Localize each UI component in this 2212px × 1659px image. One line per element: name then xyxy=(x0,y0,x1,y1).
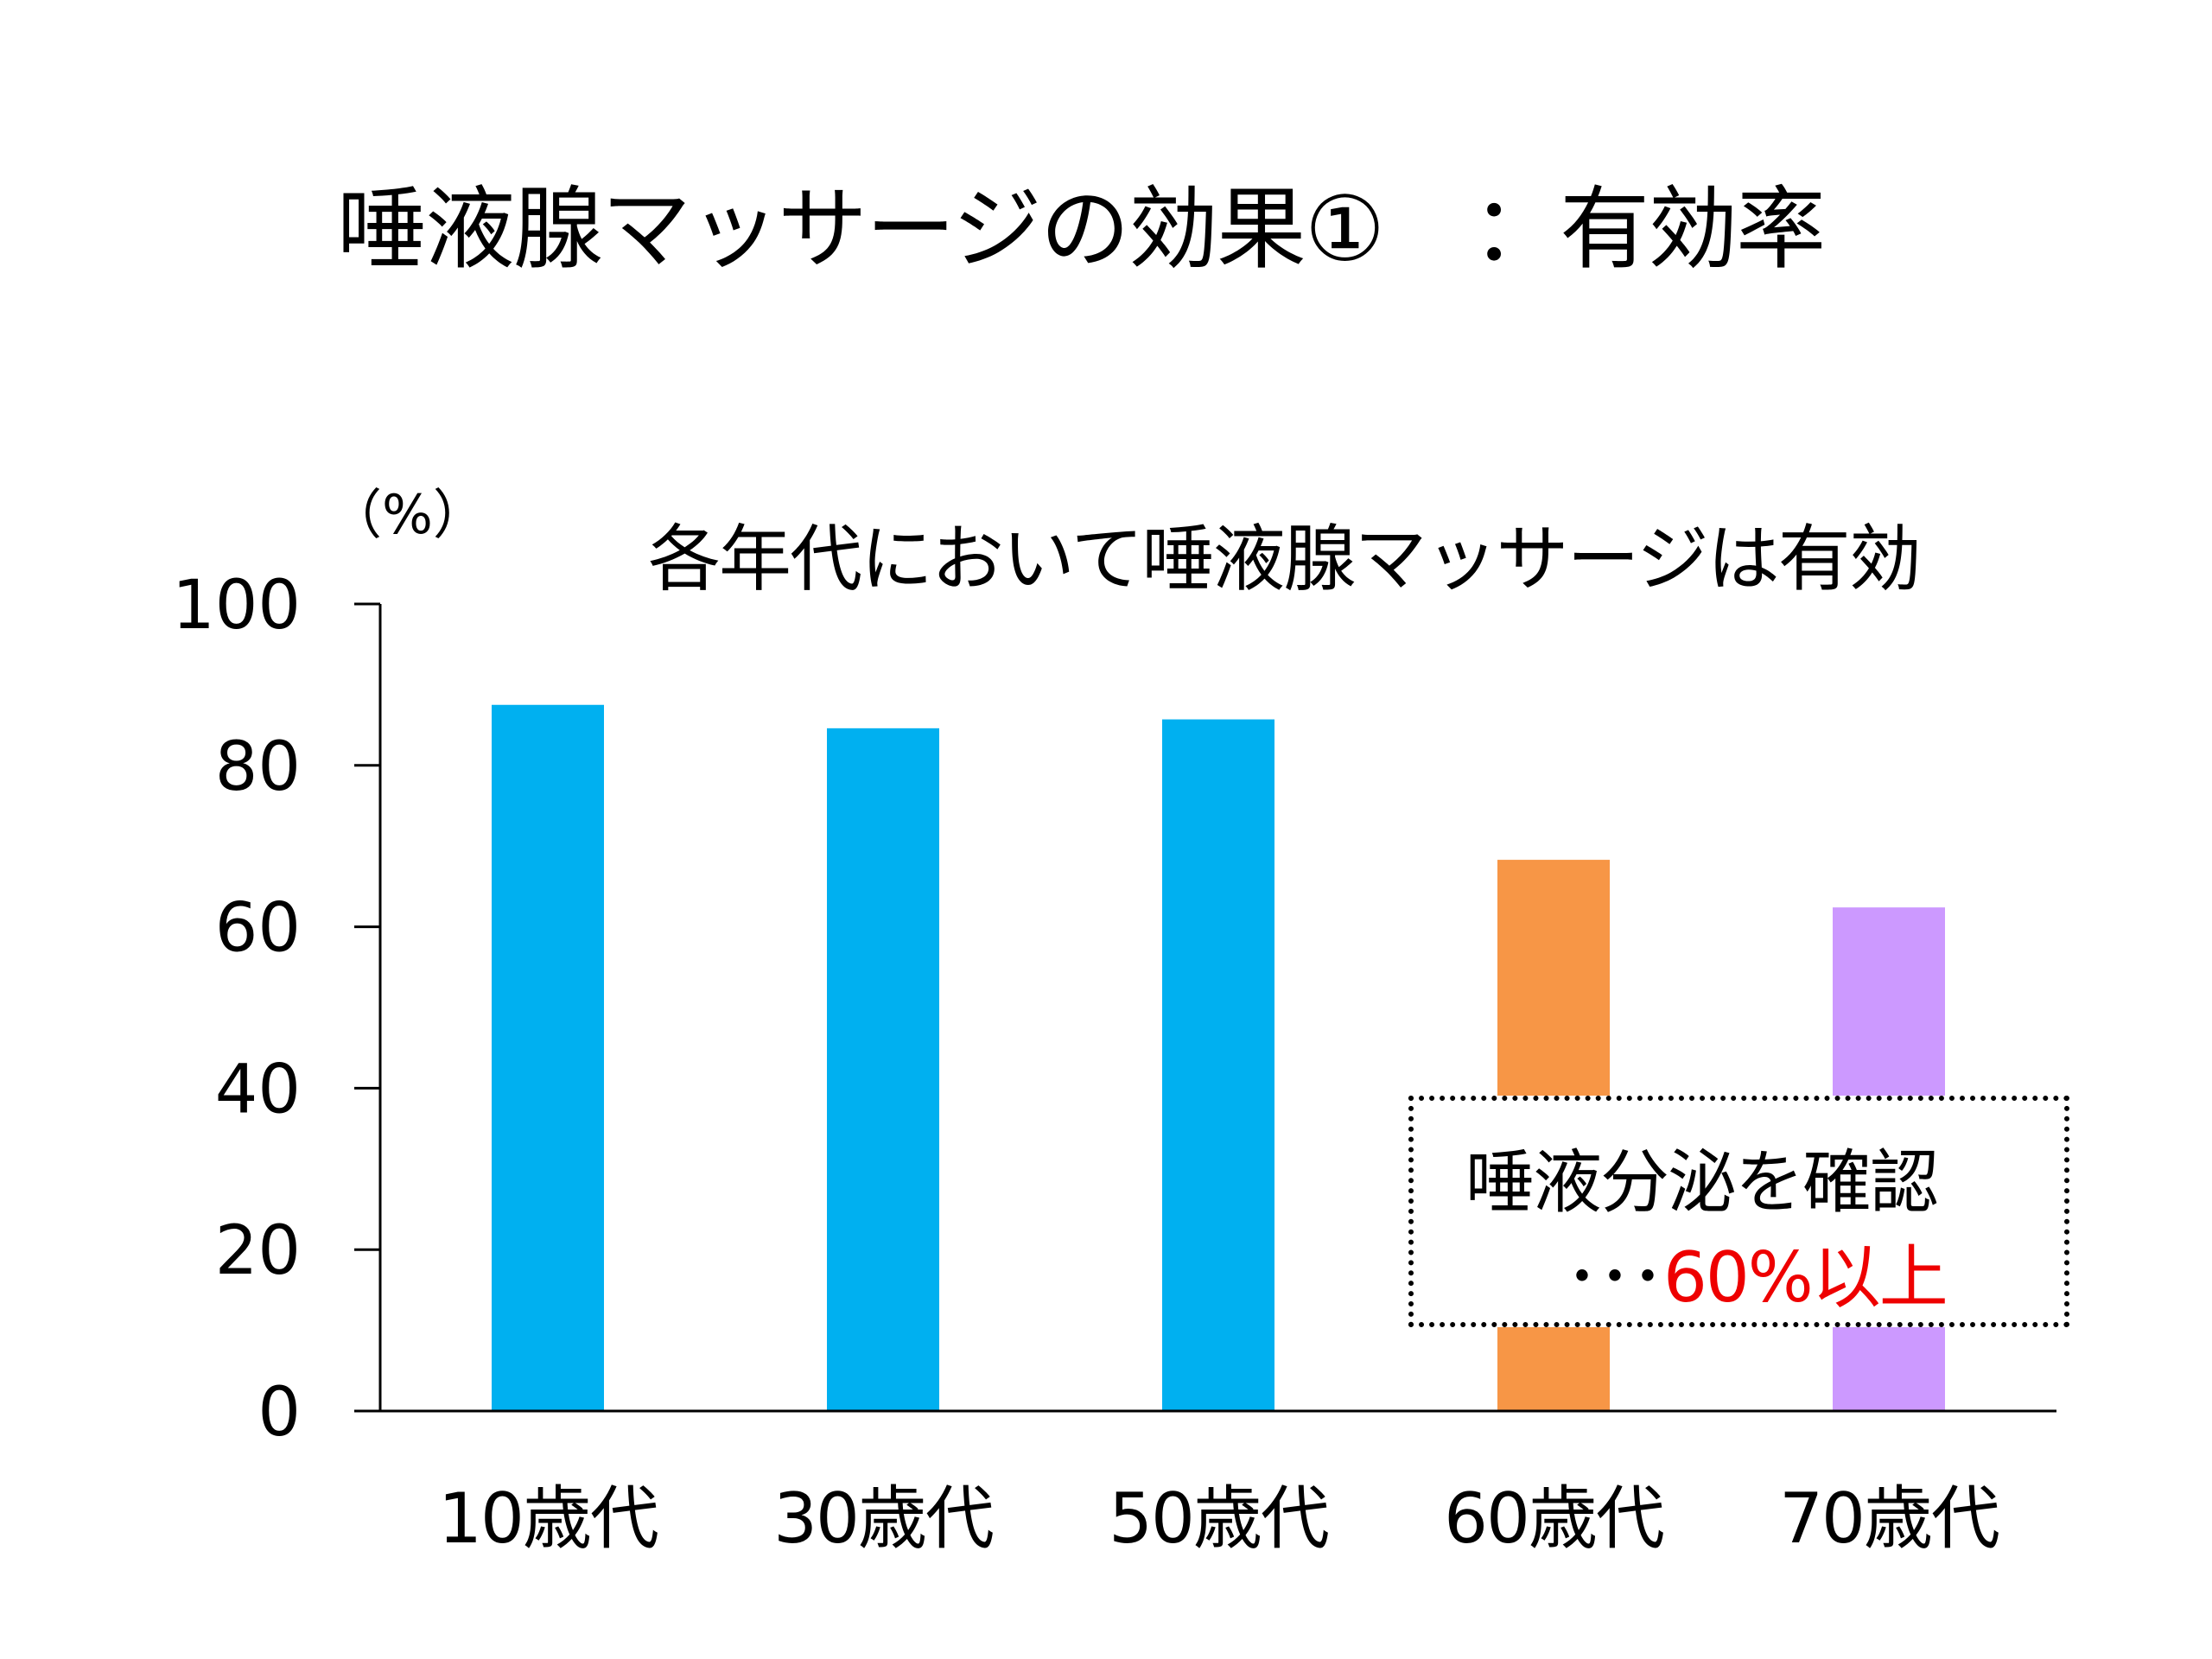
y-tick-label: 60 xyxy=(215,890,301,968)
bar-30歳代 xyxy=(827,728,939,1411)
x-tick-label: 10歳代 xyxy=(438,1478,658,1559)
annotation-result: ･･･60%以上 xyxy=(1565,1222,1948,1322)
bar-10歳代 xyxy=(492,704,604,1411)
y-tick-label: 0 xyxy=(257,1374,301,1452)
y-tick-label: 100 xyxy=(172,567,301,645)
x-tick-label: 50歳代 xyxy=(1109,1478,1328,1559)
annotation-box: 唾液分泌を確認 ･･･60%以上 xyxy=(1408,1096,2069,1327)
chart-title: 唾液腺マッサージの効果① ：有効率 xyxy=(337,176,1826,282)
chart-subtitle: 各年代において唾液腺マッサージは有効 xyxy=(648,517,1922,601)
bar-50歳代 xyxy=(1162,719,1274,1411)
x-tick-label: 30歳代 xyxy=(773,1478,993,1559)
annotation-text: 唾液分泌を確認 xyxy=(1465,1142,1939,1223)
x-tick-label: 70歳代 xyxy=(1779,1478,1999,1559)
y-tick-label: 80 xyxy=(215,728,301,806)
y-axis-unit-label: （%） xyxy=(328,483,486,546)
x-tick-label: 60歳代 xyxy=(1444,1478,1663,1559)
y-tick-label: 20 xyxy=(215,1212,301,1290)
y-tick-label: 40 xyxy=(215,1051,301,1128)
annotation-highlight: 60%以上 xyxy=(1663,1237,1948,1318)
annotation-dots: ･･･ xyxy=(1565,1237,1665,1318)
